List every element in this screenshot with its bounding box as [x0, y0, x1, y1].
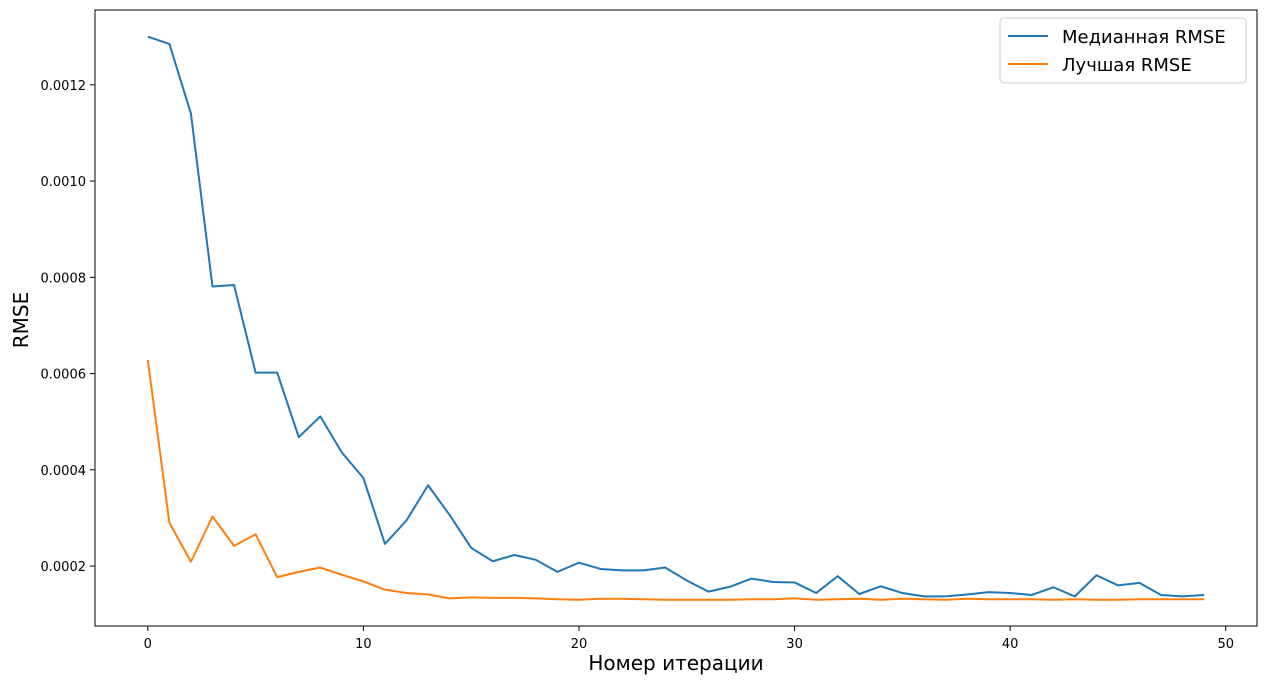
legend-box — [999, 17, 1247, 84]
x-axis: 0 10 20 30 40 50 — [144, 626, 1234, 652]
y-axis: 0.0002 0.0004 0.0006 0.0008 0.0010 0.0012 — [41, 79, 95, 575]
x-axis-title: Номер итерации — [588, 651, 763, 675]
y-axis-title: RMSE — [9, 292, 33, 348]
x-tick-label: 50 — [1217, 637, 1234, 652]
x-tick-label: 20 — [571, 637, 588, 652]
plot-area — [94, 9, 1258, 627]
x-tick-label: 40 — [1002, 637, 1019, 652]
series-line-best-rmse — [146, 359, 1205, 601]
x-tick-label: 30 — [786, 637, 803, 652]
legend-label-best: Лучшая RMSE — [1062, 55, 1192, 76]
x-tick-label: 0 — [144, 637, 152, 652]
y-tick-label: 0.0006 — [41, 368, 87, 383]
y-tick-label: 0.0008 — [41, 271, 87, 286]
y-tick-label: 0.0010 — [41, 175, 87, 190]
y-tick-label: 0.0002 — [41, 560, 87, 575]
series-line-median-rmse — [147, 35, 1205, 598]
y-tick-label: 0.0012 — [41, 79, 87, 94]
legend-label-median: Медианная RMSE — [1062, 27, 1226, 48]
series-layer — [146, 35, 1205, 601]
x-tick-label: 10 — [355, 637, 372, 652]
y-tick-label: 0.0004 — [41, 464, 87, 479]
legend: Медианная RMSE Лучшая RMSE — [999, 17, 1247, 84]
